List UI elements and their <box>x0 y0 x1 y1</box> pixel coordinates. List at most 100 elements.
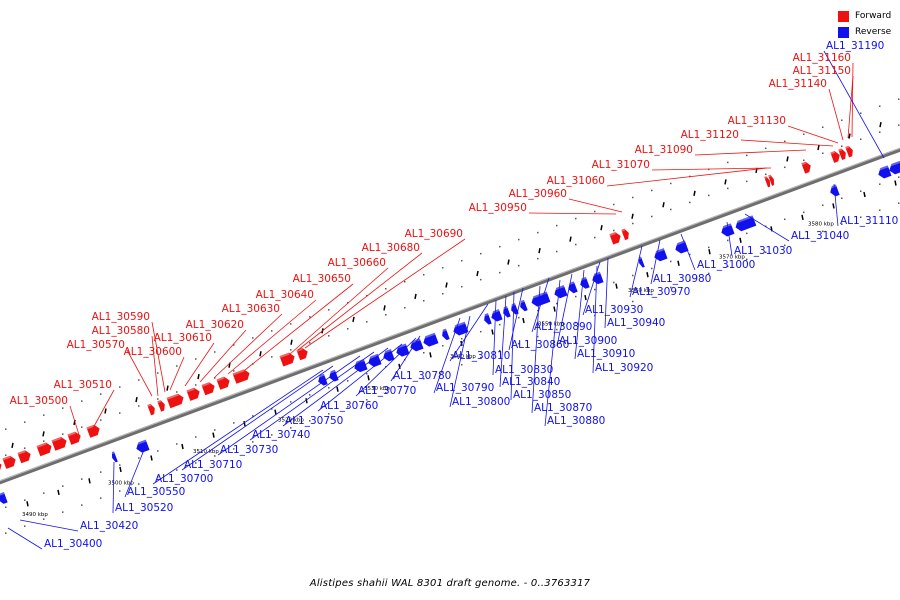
feature-dot <box>328 335 330 337</box>
feature-dot <box>651 293 653 296</box>
marker-tick <box>677 260 680 266</box>
gene-arrow <box>157 400 165 412</box>
feature-dot <box>309 342 311 344</box>
feature-dot <box>480 252 482 255</box>
genome-backbone-highlight <box>0 147 900 482</box>
leader-line <box>574 269 585 360</box>
marker-tick <box>476 270 479 277</box>
feature-dot <box>290 349 292 351</box>
reverse-gene-label: AL1_30830 <box>495 364 553 376</box>
gene-shine <box>482 313 489 318</box>
gene-shine <box>147 403 152 407</box>
reverse-gene-label: AL1_30520 <box>115 502 173 514</box>
marker-tick <box>135 396 138 403</box>
reverse-gene <box>110 451 118 463</box>
leader-line <box>744 213 790 242</box>
gene-shine <box>110 451 115 455</box>
gene-arrow <box>201 382 215 396</box>
feature-dot <box>784 244 786 247</box>
gene-arrow <box>36 442 52 457</box>
reverse-gene-label: AL1_30400 <box>44 538 102 550</box>
gene-shine <box>232 369 245 376</box>
reverse-gene-label: AL1_30700 <box>155 473 213 485</box>
reverse-gene-label: AL1_30840 <box>502 376 560 388</box>
gene-shine <box>552 285 565 292</box>
feature-dot <box>195 462 197 464</box>
gene-arrow <box>186 387 200 401</box>
reverse-gene-label: AL1_30970 <box>632 286 690 298</box>
feature-dot <box>176 365 178 367</box>
leader-line <box>851 62 854 138</box>
reverse-gene-label: AL1_30750 <box>285 415 343 427</box>
reverse-gene-label: AL1_30850 <box>513 389 571 401</box>
marker-tick <box>336 386 339 392</box>
gene-shine <box>887 160 900 168</box>
feature-dot <box>290 323 292 325</box>
reverse-gene <box>578 276 590 289</box>
gene-shine <box>157 400 162 404</box>
feature-dot <box>423 273 425 276</box>
feature-dot <box>157 372 159 374</box>
feature-dot <box>24 499 26 501</box>
feature-dot <box>480 330 482 333</box>
feature-dot <box>632 196 634 199</box>
feature-dot <box>176 469 178 471</box>
leader-line <box>126 349 153 397</box>
gene-arrow <box>491 309 503 322</box>
gene-arrow <box>768 174 775 186</box>
gene-arrow <box>520 299 528 312</box>
gene-arrow <box>568 281 578 294</box>
feature-dot <box>62 433 64 435</box>
marker-tick <box>646 272 649 278</box>
reverse-gene-label: AL1_30870 <box>534 402 592 414</box>
reverse-gene-label: AL1_30760 <box>320 400 378 412</box>
gene-arrow <box>147 403 155 416</box>
forward-gene <box>838 148 846 160</box>
forward-gene <box>36 442 52 457</box>
feature-dot <box>404 385 406 387</box>
feature-dot <box>689 253 691 256</box>
feature-dot <box>860 216 862 218</box>
feature-dot <box>537 309 539 312</box>
reverse-gene-label: AL1_30780 <box>393 370 451 382</box>
feature-dot <box>746 232 748 235</box>
feature-dot <box>537 257 539 260</box>
feature-dot <box>594 288 596 291</box>
leader-line <box>184 342 215 387</box>
leader-line <box>531 285 541 414</box>
leader-line <box>582 261 601 316</box>
gene-shine <box>327 369 336 375</box>
reverse-gene-label: AL1_30800 <box>452 396 510 408</box>
gene-arrow <box>232 369 250 384</box>
feature-dot <box>81 426 83 428</box>
feature-dot <box>879 209 881 211</box>
feature-dot <box>442 266 444 269</box>
forward-gene-label: AL1_30510 <box>54 379 112 391</box>
feature-dot <box>613 307 615 310</box>
gene-shine <box>489 309 500 315</box>
gene-arrow <box>889 160 900 175</box>
feature-dot <box>575 217 577 220</box>
leader-line <box>151 321 166 393</box>
feature-dot <box>765 251 767 254</box>
reverse-gene-label: AL1_30920 <box>595 362 653 374</box>
feature-dot <box>81 400 83 402</box>
marker-tick <box>42 431 45 437</box>
leader-line <box>69 405 81 439</box>
forward-gene-label: AL1_30640 <box>256 289 314 301</box>
leader-line <box>531 277 550 333</box>
marker-tick <box>274 409 277 415</box>
feature-dot <box>499 271 501 274</box>
feature-dot <box>385 392 387 394</box>
gene-shine <box>801 161 807 166</box>
marker-tick <box>755 167 758 174</box>
forward-gene <box>764 176 771 188</box>
feature-dot <box>765 147 767 150</box>
kbp-tick-label: 3530 kbp <box>364 386 390 392</box>
leader-line <box>7 527 43 550</box>
feature-dot <box>594 210 596 213</box>
feature-dot <box>651 189 653 192</box>
leader-line <box>390 335 421 382</box>
marker-tick <box>708 249 711 255</box>
gene-shine <box>2 455 11 461</box>
